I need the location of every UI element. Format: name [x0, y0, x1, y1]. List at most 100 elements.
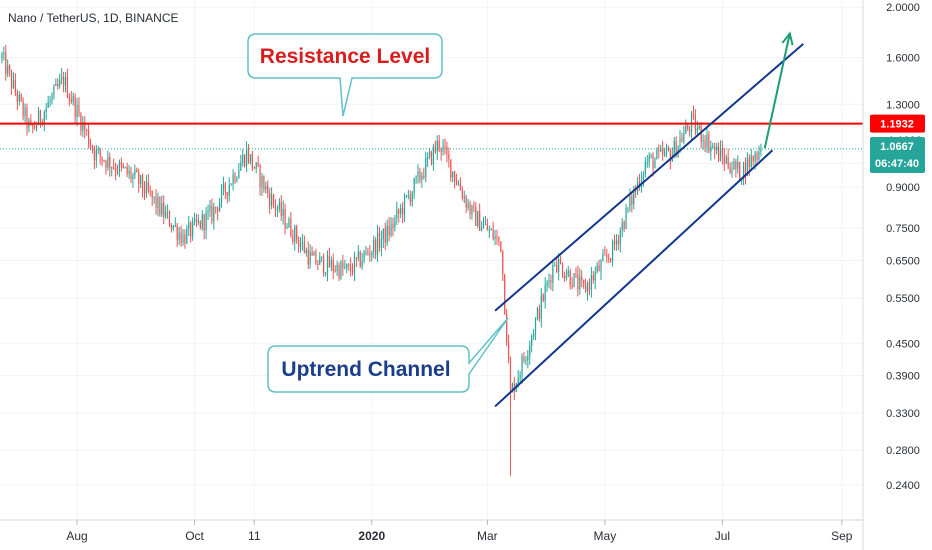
- candle-body: [496, 236, 498, 238]
- candle-body: [307, 249, 309, 265]
- candle-body: [746, 157, 749, 177]
- candle-body: [290, 219, 292, 237]
- price-axis[interactable]: 2.00001.60001.30001.00000.90000.75000.65…: [862, 0, 920, 550]
- candle-body: [184, 234, 186, 244]
- candle-body: [754, 153, 756, 162]
- candle-body: [525, 360, 527, 362]
- candle-body: [373, 239, 375, 252]
- candle-body: [7, 65, 9, 75]
- candle-body: [585, 284, 587, 293]
- candle-body: [579, 276, 581, 290]
- resistance-price-tag: 1.1932: [870, 114, 925, 133]
- candle-body: [26, 107, 28, 128]
- candle-body: [623, 222, 625, 229]
- candle-body: [531, 336, 533, 346]
- x-tick-label: May: [594, 529, 617, 543]
- candle-body: [517, 377, 519, 384]
- candle-body: [646, 162, 648, 164]
- y-tick-label: 0.9000: [886, 182, 920, 194]
- candle-body: [534, 318, 537, 335]
- x-tick-label: 11: [248, 529, 261, 543]
- candle-body: [390, 223, 392, 236]
- candle-body: [423, 175, 425, 178]
- candle-body: [255, 162, 257, 169]
- candle-body: [91, 146, 94, 151]
- candle-body: [523, 356, 525, 361]
- candle-body: [326, 255, 329, 274]
- candle-body: [259, 165, 261, 188]
- candle-body: [103, 160, 105, 162]
- candle-body: [37, 110, 40, 126]
- x-tick-label: Mar: [477, 529, 498, 543]
- candle-body: [750, 155, 752, 168]
- candle-body: [269, 193, 271, 207]
- candle-body: [700, 125, 702, 142]
- candle-body: [563, 276, 566, 279]
- candle-body: [296, 226, 298, 240]
- candle-body: [685, 125, 687, 134]
- candle-body: [409, 195, 411, 202]
- candle-body: [136, 169, 138, 173]
- x-tick-label: Jul: [715, 529, 730, 543]
- candle-body: [735, 161, 737, 169]
- y-tick-label: 0.3900: [886, 371, 920, 383]
- candle-body: [619, 230, 621, 245]
- candle-body: [403, 195, 406, 215]
- candle-body: [1, 54, 3, 58]
- candle-body: [192, 220, 194, 237]
- symbol-label: Nano / TetherUS, 1D, BINANCE: [8, 11, 179, 25]
- candle-body: [43, 112, 45, 124]
- candle-body: [662, 148, 664, 156]
- candle-body: [652, 155, 654, 169]
- candle-body: [529, 345, 531, 356]
- candle-body: [567, 271, 569, 276]
- candle-body: [159, 197, 161, 215]
- candle-body: [263, 176, 265, 190]
- candle-body: [205, 212, 207, 231]
- candle-body: [124, 166, 126, 168]
- candle-body: [51, 94, 53, 101]
- candle-body: [488, 229, 490, 231]
- candle-body: [101, 156, 103, 161]
- y-tick-label: 0.7500: [886, 223, 920, 235]
- candle-body: [405, 195, 408, 197]
- candle-body: [511, 383, 514, 390]
- candle-body: [78, 104, 80, 115]
- candle-body: [538, 308, 540, 320]
- x-tick-label: Oct: [185, 529, 204, 543]
- candle-body: [323, 256, 325, 274]
- candle-body: [594, 271, 596, 281]
- candle-body: [758, 151, 760, 160]
- candle-body: [286, 227, 288, 229]
- candle-body: [448, 154, 450, 160]
- candle-body: [236, 177, 238, 182]
- candle-body: [519, 374, 521, 378]
- candle-body: [5, 52, 7, 75]
- candle-body: [744, 162, 747, 177]
- candle-body: [544, 285, 546, 301]
- candle-body: [427, 157, 429, 159]
- candle-body: [506, 314, 508, 343]
- candle-body: [477, 211, 479, 226]
- candle-body: [604, 254, 606, 256]
- candle-body: [411, 192, 413, 202]
- candle-body: [97, 148, 99, 150]
- candle-body: [440, 147, 442, 152]
- candle-body: [313, 252, 315, 256]
- candle-body: [490, 229, 492, 231]
- candle-body: [498, 236, 500, 242]
- candle-body: [454, 171, 456, 182]
- candle-body: [365, 251, 367, 253]
- candle-body: [430, 151, 433, 165]
- channel-lower-line: [494, 149, 774, 408]
- candle-body: [715, 146, 718, 151]
- time-axis[interactable]: Aug Oct 11 2020 Mar May Jul Sep: [0, 519, 863, 543]
- y-tick-label: 1.6000: [886, 53, 920, 65]
- candle-body: [598, 265, 600, 271]
- candle-body: [550, 279, 552, 283]
- candle-body: [274, 203, 277, 210]
- candle-body: [548, 279, 550, 283]
- candle-body: [340, 261, 342, 279]
- candle-body: [118, 162, 121, 173]
